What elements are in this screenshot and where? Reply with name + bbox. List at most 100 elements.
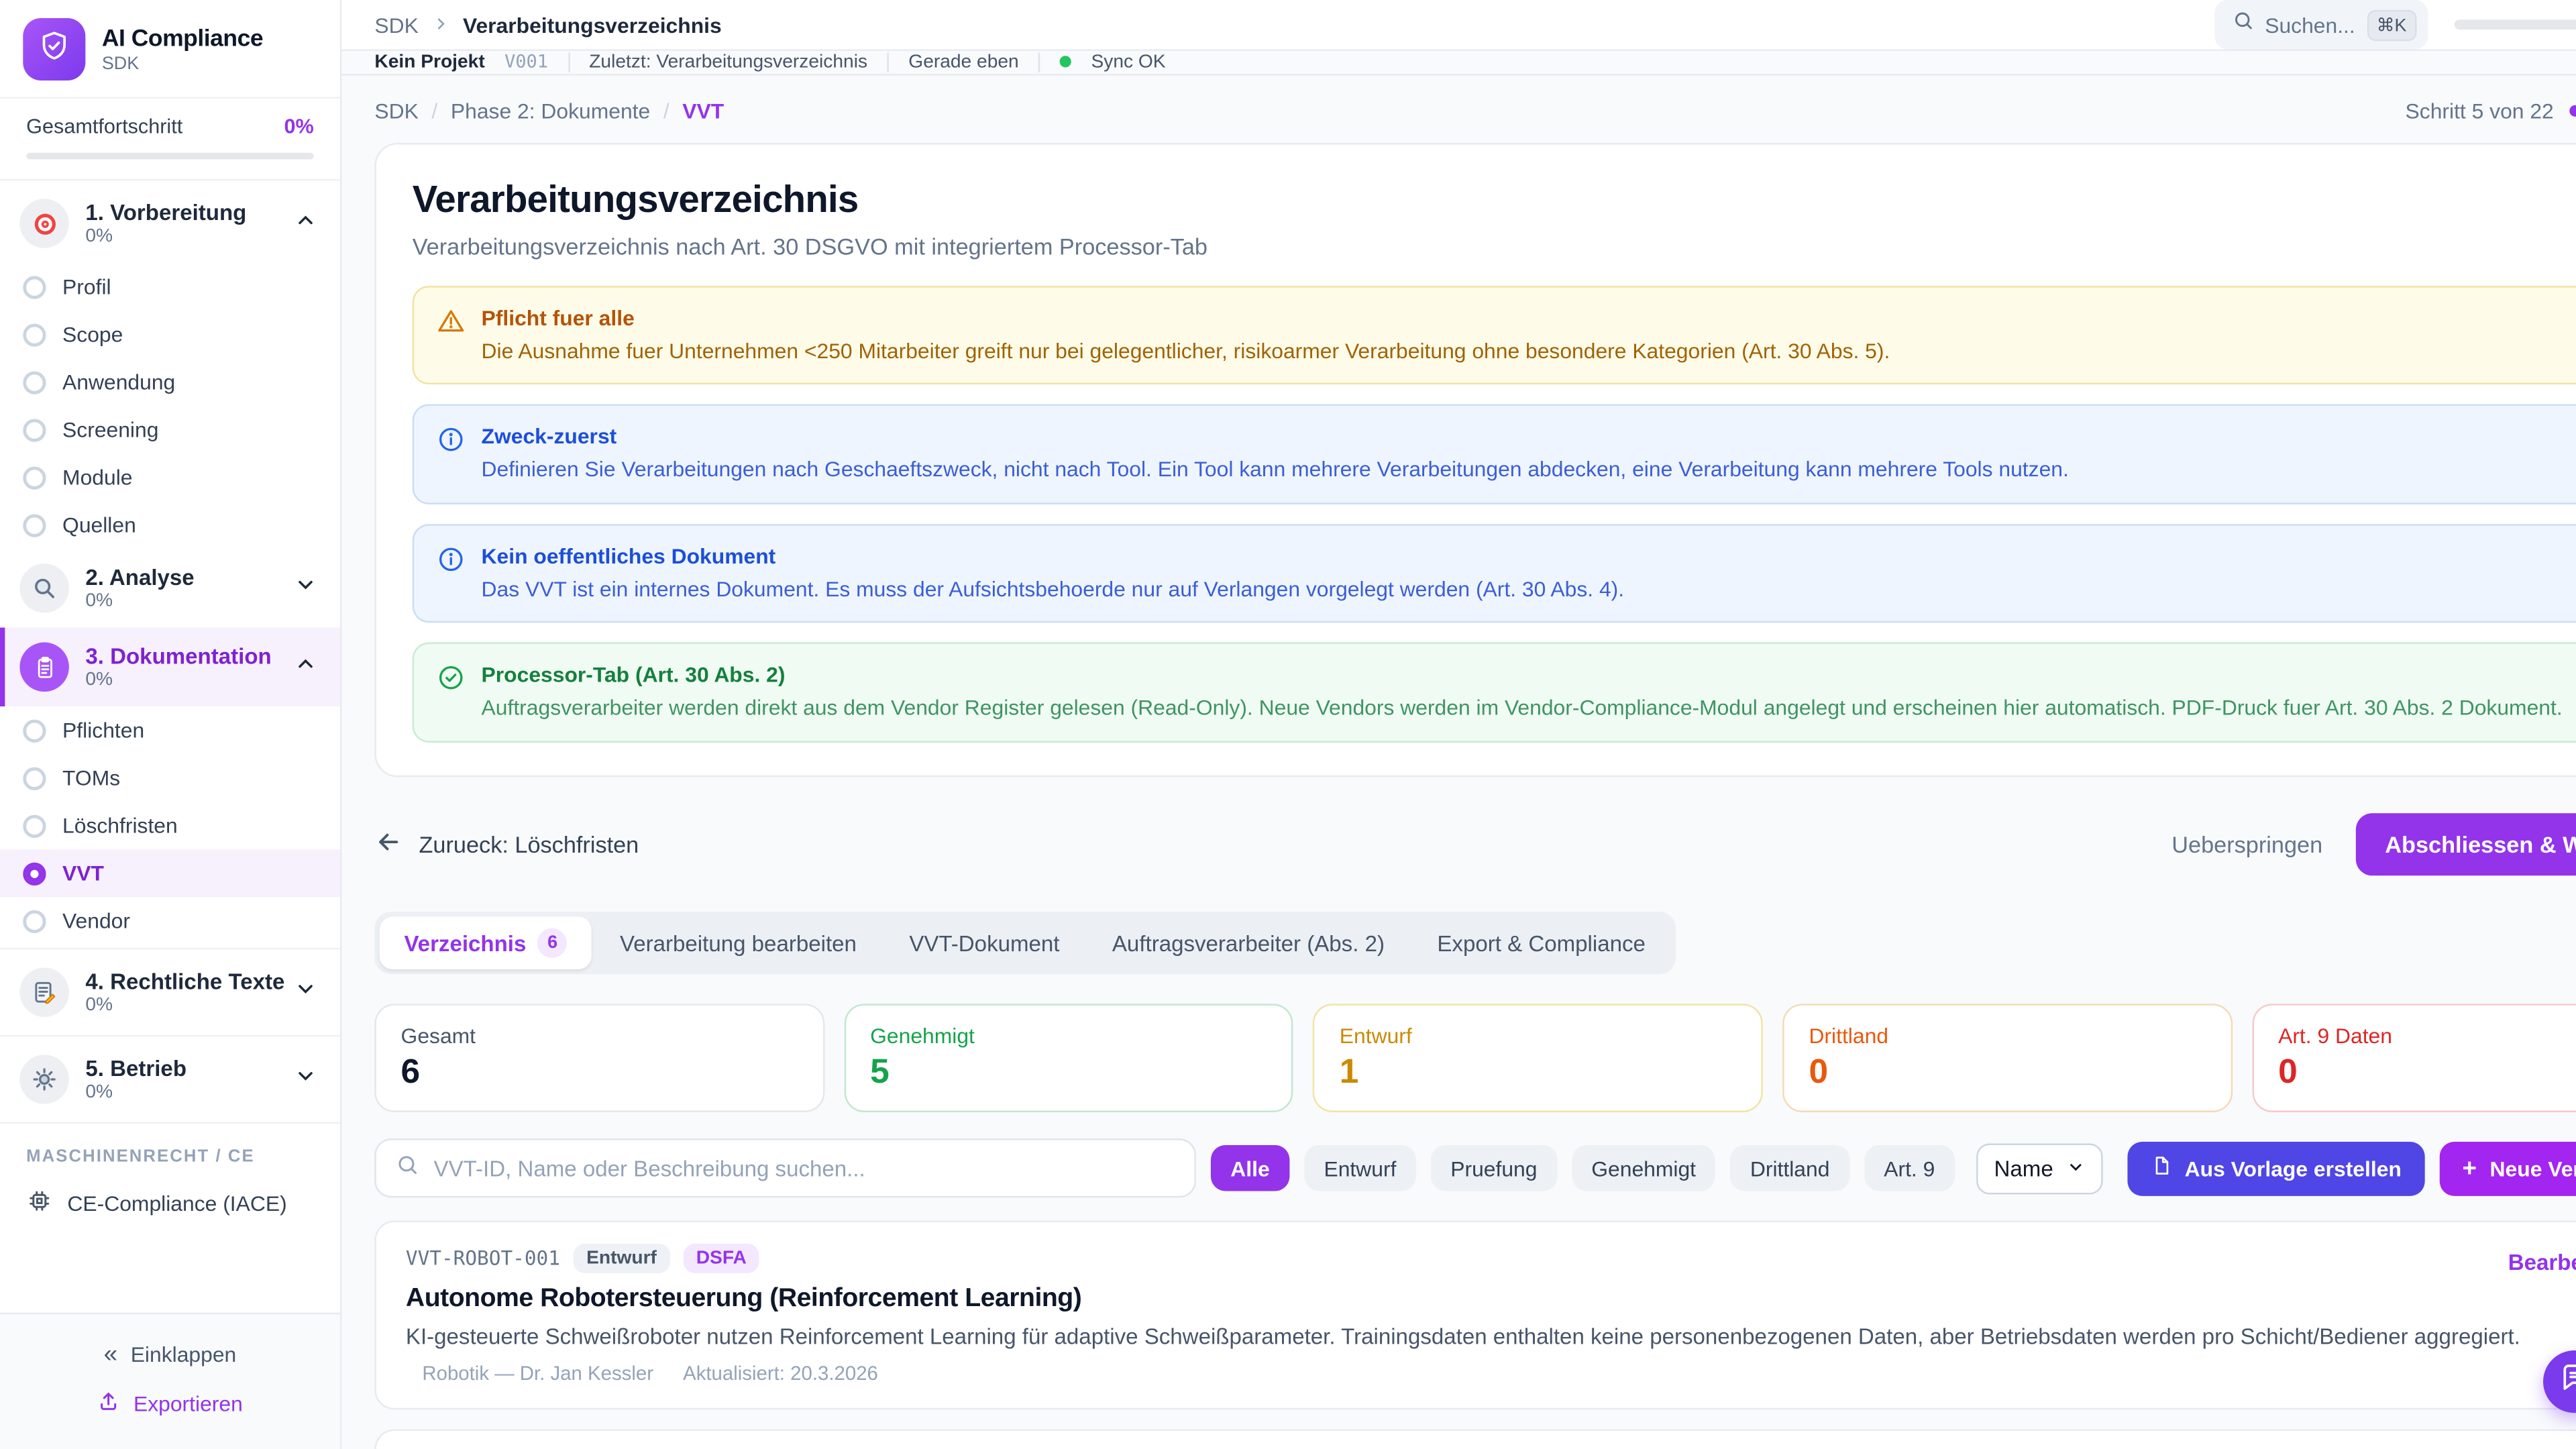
notice-title: Pflicht fuer alle — [481, 305, 635, 330]
chevron-down-icon — [294, 572, 317, 604]
wizard-nav-row: Zurueck: Löschfristen Ueberspringen Absc… — [374, 813, 2576, 876]
entry-search-input[interactable] — [433, 1155, 1175, 1181]
section-pct: 0% — [85, 226, 113, 247]
clipboard-icon — [19, 642, 69, 692]
tab-auftragsverarbeiter[interactable]: Auftragsverarbeiter (Abs. 2) — [1087, 919, 1409, 967]
back-label: Zurueck: Löschfristen — [419, 831, 639, 858]
sidebar-item-anwendung[interactable]: Anwendung — [0, 358, 340, 406]
sidebar-section-analyse[interactable]: 2. Analyse 0% — [0, 549, 340, 628]
breadcrumb-sdk[interactable]: SDK — [374, 98, 419, 123]
notice-warning: Pflicht fuer alle Die Ausnahme fuer Unte… — [412, 285, 2576, 385]
sidebar-item-ce-compliance[interactable]: CE-Compliance (IACE) — [0, 1176, 340, 1234]
edit-button[interactable]: Bearbeiten — [2508, 1249, 2576, 1275]
sidebar-section-dokumentation[interactable]: 3. Dokumentation 0% — [0, 627, 340, 707]
radio-icon — [23, 323, 46, 346]
step-label: Schritt 5 von 22 — [2405, 98, 2554, 123]
breadcrumb: SDK Verarbeitungsverzeichnis — [374, 12, 721, 37]
sidebar-item-vendor[interactable]: Vendor — [0, 897, 340, 945]
plus-icon: + — [2462, 1154, 2477, 1183]
tab-verarbeitung-bearbeiten[interactable]: Verarbeitung bearbeiten — [595, 919, 881, 967]
filter-chip-alle[interactable]: Alle — [1210, 1144, 1290, 1191]
entry-title: Autonome Robotersteuerung (Reinforcement… — [405, 1285, 1082, 1313]
stat-value: 6 — [400, 1053, 421, 1091]
breadcrumb-root[interactable]: SDK — [374, 12, 419, 38]
tab-vvt-dokument[interactable]: VVT-Dokument — [885, 919, 1085, 967]
sync-status-label: Sync OK — [1091, 52, 1166, 72]
back-button[interactable]: Zurueck: Löschfristen — [374, 828, 639, 861]
complete-continue-button[interactable]: Abschliessen & Weiter — [2355, 813, 2576, 876]
target-icon — [19, 199, 69, 248]
stat-label: Art. 9 Daten — [2278, 1023, 2392, 1049]
breadcrumb-separator: / — [663, 98, 669, 123]
skip-button[interactable]: Ueberspringen — [2171, 831, 2323, 858]
entry-search[interactable] — [374, 1138, 1196, 1198]
notice-title: Zweck-zuerst — [481, 424, 617, 449]
sidebar-section-vorbereitung[interactable]: 1. Vorbereitung 0% — [0, 184, 340, 263]
tab-verzeichnis[interactable]: Verzeichnis 6 — [379, 916, 592, 969]
document-icon — [2150, 1155, 2171, 1181]
export-button[interactable]: Exportieren — [0, 1379, 340, 1430]
next-entry-card-edge — [374, 1429, 2576, 1449]
sidebar-item-label: Quellen — [62, 513, 136, 537]
sort-select[interactable]: Name — [1976, 1142, 2103, 1194]
breadcrumb-phase[interactable]: Phase 2: Dokumente — [450, 98, 651, 123]
sidebar-item-toms[interactable]: TOMs — [0, 754, 340, 802]
template-button-label: Aus Vorlage erstellen — [2184, 1155, 2402, 1181]
chevron-up-icon — [294, 208, 317, 239]
sidebar-item-module[interactable]: Module — [0, 453, 340, 501]
sidebar-item-screening[interactable]: Screening — [0, 406, 340, 453]
filter-chip-pruefung[interactable]: Pruefung — [1430, 1144, 1557, 1191]
chat-fab-button[interactable] — [2544, 1350, 2576, 1413]
sidebar-item-quellen[interactable]: Quellen — [0, 501, 340, 549]
overall-progress-bar — [26, 152, 314, 160]
sidebar-section-rechtliche-texte[interactable]: 4. Rechtliche Texte 0% — [0, 953, 340, 1032]
sidebar-item-scope[interactable]: Scope — [0, 311, 340, 358]
sidebar-item-pflichten[interactable]: Pflichten — [0, 706, 340, 754]
filter-chip-art9[interactable]: Art. 9 — [1864, 1144, 1955, 1191]
filter-chip-genehmigt[interactable]: Genehmigt — [1571, 1144, 1716, 1191]
sort-select-value: Name — [1994, 1155, 2053, 1181]
section-title: 4. Rechtliche Texte — [85, 969, 285, 994]
title-card: Verarbeitungsverzeichnis Verarbeitungsve… — [374, 142, 2576, 777]
divider — [887, 52, 889, 72]
sidebar-item-profil[interactable]: Profil — [0, 263, 340, 311]
section-title: 3. Dokumentation — [85, 644, 272, 669]
filter-chip-drittland[interactable]: Drittland — [1730, 1144, 1849, 1191]
tab-label: Verarbeitung bearbeiten — [619, 930, 857, 956]
divider — [568, 52, 570, 72]
sidebar-item-loeschfristen[interactable]: Löschfristen — [0, 802, 340, 849]
tab-label: Export & Compliance — [1437, 930, 1646, 956]
overall-progress-label: Gesamtfortschritt — [26, 115, 183, 138]
create-from-template-button[interactable]: Aus Vorlage erstellen — [2127, 1140, 2425, 1195]
chevron-up-icon — [294, 651, 317, 683]
gear-icon — [19, 1055, 69, 1104]
entry-updated: Aktualisiert: 20.3.2026 — [683, 1362, 878, 1385]
stat-label: Drittland — [1809, 1023, 1889, 1049]
export-label: Exportieren — [133, 1391, 243, 1417]
radio-icon — [23, 814, 46, 837]
stat-value: 5 — [870, 1053, 890, 1091]
main-area: SDK Verarbeitungsverzeichnis Suchen... ⌘… — [341, 0, 2576, 1449]
status-bar: Kein Projekt V001 Zuletzt: Verarbeitungs… — [341, 50, 2576, 76]
radio-icon — [23, 370, 46, 394]
global-search[interactable]: Suchen... ⌘K — [2214, 0, 2428, 50]
collapse-sidebar-button[interactable]: « Einklappen — [0, 1331, 340, 1379]
sidebar-item-label: Anwendung — [62, 370, 176, 394]
breadcrumb-current: Verarbeitungsverzeichnis — [462, 12, 722, 38]
stat-card-gesamt: Gesamt 6 — [374, 1004, 824, 1112]
shield-check-icon — [38, 29, 70, 70]
breadcrumb-separator: / — [431, 98, 438, 123]
step-progress-bar — [2570, 105, 2576, 117]
memo-icon — [19, 967, 69, 1017]
divider — [1038, 52, 1040, 72]
page-subtitle: Verarbeitungsverzeichnis nach Art. 30 DS… — [412, 233, 1208, 260]
sidebar-item-vvt[interactable]: VVT — [0, 849, 340, 898]
chevron-right-icon — [431, 12, 449, 37]
sidebar-section-betrieb[interactable]: 5. Betrieb 0% — [0, 1040, 340, 1119]
new-processing-button[interactable]: + Neue Verarbeitung — [2439, 1140, 2576, 1195]
radio-icon — [23, 466, 46, 489]
filter-chip-entwurf[interactable]: Entwurf — [1304, 1144, 1416, 1191]
sidebar-item-label: VVT — [62, 861, 105, 886]
tab-export-compliance[interactable]: Export & Compliance — [1413, 919, 1670, 967]
